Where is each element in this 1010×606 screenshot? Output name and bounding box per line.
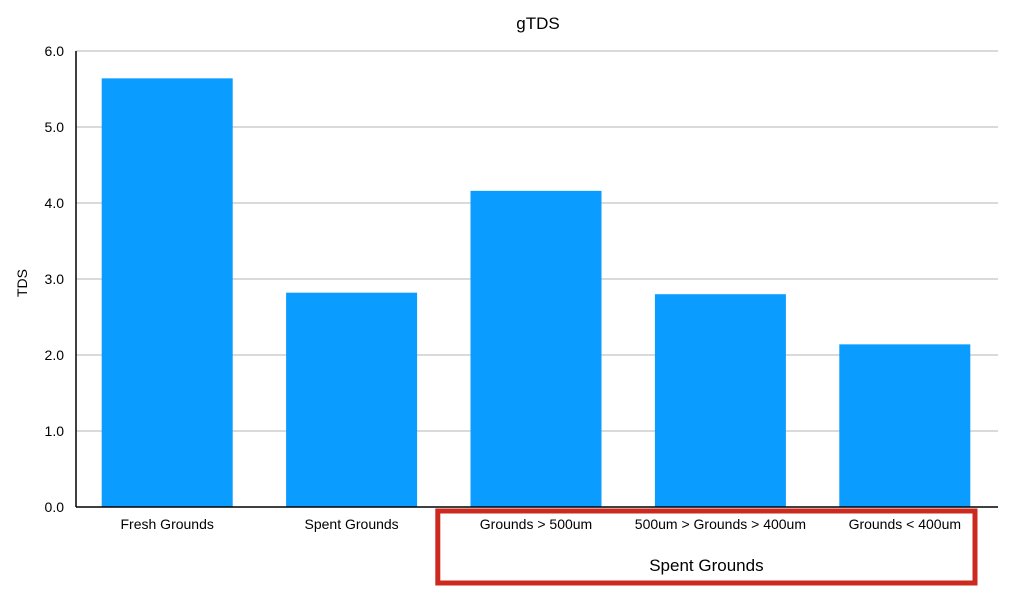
- y-tick-label: 4.0: [45, 195, 65, 211]
- category-labels: Fresh Grounds Spent Grounds Grounds > 500u…: [121, 516, 962, 532]
- bar: [286, 292, 418, 507]
- chart-title: gTDS: [516, 14, 559, 33]
- bar: [101, 78, 233, 508]
- bar: [839, 344, 971, 507]
- x-category-label: Spent Grounds: [305, 516, 399, 532]
- y-tick-label: 0.0: [45, 499, 65, 515]
- y-axis-title: TDS: [14, 269, 30, 297]
- y-tick-label: 3.0: [45, 271, 65, 287]
- y-tick-label: 6.0: [45, 43, 65, 59]
- x-category-label: Grounds > 500um: [480, 516, 592, 532]
- y-tick-label: 2.0: [45, 347, 65, 363]
- x-category-label: Fresh Grounds: [121, 516, 214, 532]
- x-category-label: Grounds < 400um: [849, 516, 961, 532]
- y-axis-ticks: 0.0 1.0 2.0 3.0 4.0 5.0 6.0: [45, 43, 65, 515]
- bar: [654, 294, 786, 507]
- bars: [101, 78, 971, 508]
- spent-grounds-group-label: Spent Grounds: [649, 556, 763, 575]
- x-category-label: 500um > Grounds > 400um: [635, 516, 806, 532]
- y-tick-label: 1.0: [45, 423, 65, 439]
- spent-grounds-highlight-box: [435, 508, 978, 586]
- bar: [470, 190, 602, 507]
- y-tick-label: 5.0: [45, 119, 65, 135]
